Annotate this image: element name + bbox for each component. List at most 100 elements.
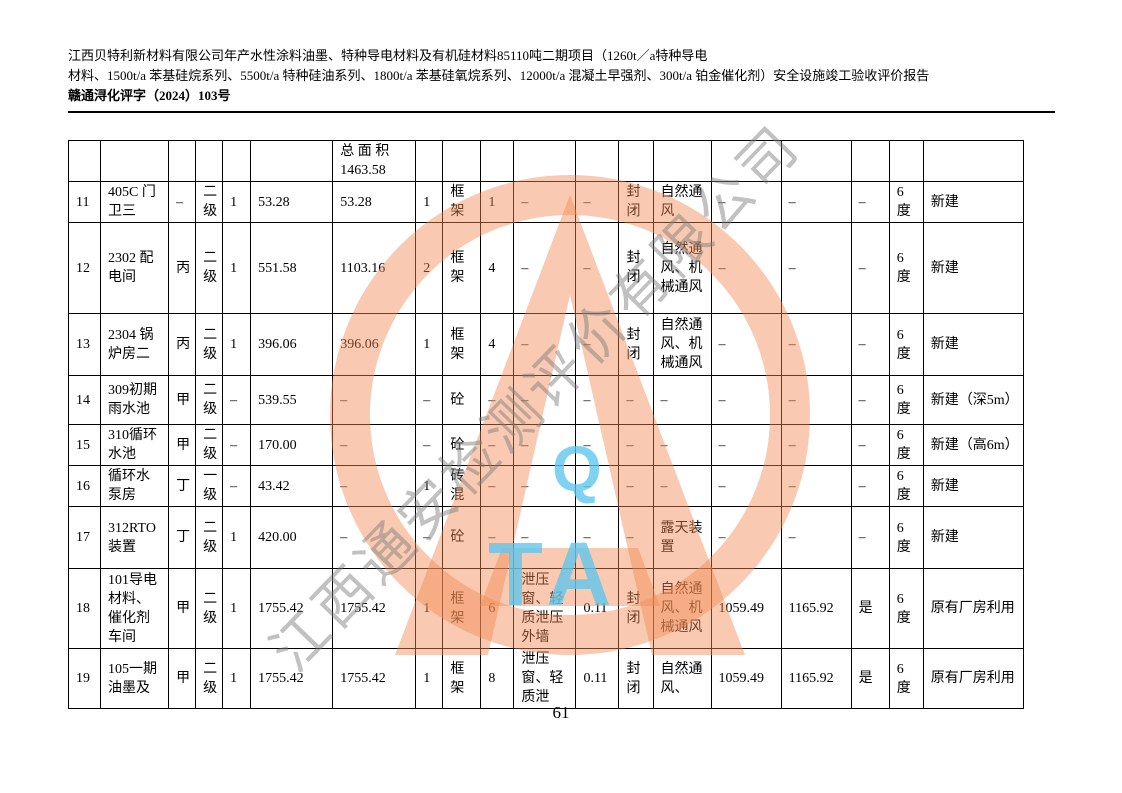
table-cell: 丁 [168, 465, 197, 507]
table-cell: 405C 门卫三 [100, 181, 170, 223]
table-cell: 自然通风、 [652, 648, 712, 709]
table-cell: 2 [415, 222, 444, 314]
table-row: 19 105一期油墨及甲二级 1 1755.42 1755.42 1 框架 8 泄压窗、轻质泄 0… [67, 648, 1025, 709]
table-cell: – [575, 222, 620, 314]
table-cell: – [850, 375, 890, 425]
table-cell: 1 [222, 222, 252, 314]
table-cell: 甲 [168, 648, 197, 709]
table-cell: 18 [67, 568, 102, 649]
table-cell: 2304 锅炉房二 [100, 313, 170, 376]
table-cell: – [415, 375, 444, 425]
table-cell: 一级 [195, 465, 224, 507]
table-cell: 泄压窗、轻质泄压外墙 [513, 568, 577, 649]
table-cell: 二级 [195, 313, 224, 376]
table-cell: 甲 [168, 568, 197, 649]
table-cell: 框架 [442, 313, 482, 376]
table-cell: – [415, 424, 444, 466]
table-cell: – [780, 375, 852, 425]
table-cell: 1059.49 [710, 648, 782, 709]
header-line-1: 江西贝特利新材料有限公司年产水性涂料油墨、特种导电材料及有机硅材料85110吨二… [68, 48, 708, 63]
table-cell: – [710, 424, 782, 466]
table-cell: 1755.42 [250, 568, 334, 649]
table-cell: 封闭 [618, 313, 654, 376]
table-cell: 新建 [922, 506, 1025, 569]
table-cell: 6度 [888, 506, 924, 569]
table-cell: – [710, 465, 782, 507]
table-cell: 总 面 积 1463.58 [332, 140, 417, 182]
table-cell: – [513, 506, 577, 569]
table-cell: 6度 [888, 181, 924, 223]
table-cell: 4 [480, 222, 515, 314]
table-cell: 170.00 [250, 424, 334, 466]
table-cell: 12 [67, 222, 102, 314]
table-cell: 新建（高6m） [922, 424, 1025, 466]
table-cell: – [222, 375, 252, 425]
table-cell: 0.11 [575, 648, 620, 709]
table-cell: 1 [222, 506, 252, 569]
table-row: 15 310循环水池甲二级 –170.00– – 砼 – – – – – – – –6度 新建（高6m） [67, 424, 1025, 466]
table-cell: 甲 [168, 424, 197, 466]
table-cell [222, 140, 252, 182]
table-cell: – [652, 465, 712, 507]
table-cell: 16 [67, 465, 102, 507]
table-cell: 自然通风 [652, 181, 712, 223]
table-cell: 1755.42 [250, 648, 334, 709]
building-structure-table: 总 面 积 1463.58 11 405C 门卫三 – 二级 1 53.28 53.28 1 框架… [67, 140, 1025, 709]
table-cell: – [618, 375, 654, 425]
table-cell [513, 140, 577, 182]
table-cell: 1755.42 [332, 648, 417, 709]
table-cell: 丙 [168, 313, 197, 376]
table-cell [480, 140, 515, 182]
table-cell: 是 [850, 568, 890, 649]
document-header: 江西贝特利新材料有限公司年产水性涂料油墨、特种导电材料及有机硅材料85110吨二… [68, 46, 1068, 106]
table-cell: – [710, 375, 782, 425]
table-cell: – [780, 424, 852, 466]
table-cell: 309初期雨水池 [100, 375, 170, 425]
document-number: 赣通浔化评字（2024）103号 [68, 88, 231, 103]
table-cell: 1 [222, 568, 252, 649]
table-cell: 43.42 [250, 465, 334, 507]
table-cell: – [332, 465, 417, 507]
table-cell: 14 [67, 375, 102, 425]
table-cell: – [780, 465, 852, 507]
table-cell: – [575, 424, 620, 466]
table-cell: 砼 [442, 506, 482, 569]
table-cell: – [513, 375, 577, 425]
table-row: 17 312RTO装置丁二级 1 420.00– – 砼 – – – – 露天装置 – – –6度 新建 [67, 506, 1025, 569]
table-cell: 1 [222, 181, 252, 223]
table-cell: – [710, 506, 782, 569]
table-cell: 6 [480, 568, 515, 649]
table-cell: 循环水泵房 [100, 465, 170, 507]
table-cell: 二级 [195, 568, 224, 649]
table-cell: 框架 [442, 648, 482, 709]
table-cell: 砼 [442, 424, 482, 466]
table-cell [888, 140, 924, 182]
table-cell: 封闭 [618, 222, 654, 314]
table-cell: – [575, 181, 620, 223]
table-cell: – [850, 465, 890, 507]
table-cell: 53.28 [250, 181, 334, 223]
table-cell: – [850, 222, 890, 314]
table-cell [442, 140, 482, 182]
header-divider [68, 111, 1055, 113]
table-cell: – [480, 375, 515, 425]
table-cell: – [850, 424, 890, 466]
table-cell: 丙 [168, 222, 197, 314]
table-row: 12 2302 配电间丙二级 1 551.58 1103.16 2 框架 4– – 封闭 自然通风、… [67, 222, 1025, 314]
table-cell: 53.28 [332, 181, 417, 223]
table-cell: – [850, 506, 890, 569]
table-cell: – [480, 424, 515, 466]
table-cell: 1 [222, 648, 252, 709]
table-cell: – [710, 181, 782, 223]
table-cell: 17 [67, 506, 102, 569]
table-cell [168, 140, 197, 182]
table-cell: 泄压窗、轻质泄 [513, 648, 577, 709]
table-cell: – [618, 424, 654, 466]
page-number: 61 [552, 703, 570, 722]
table-cell: 露天装置 [652, 506, 712, 569]
table-cell: 自然通风、机械通风 [652, 313, 712, 376]
table-cell: 310循环水池 [100, 424, 170, 466]
table-cell: 6度 [888, 424, 924, 466]
table-cell: – [222, 465, 252, 507]
